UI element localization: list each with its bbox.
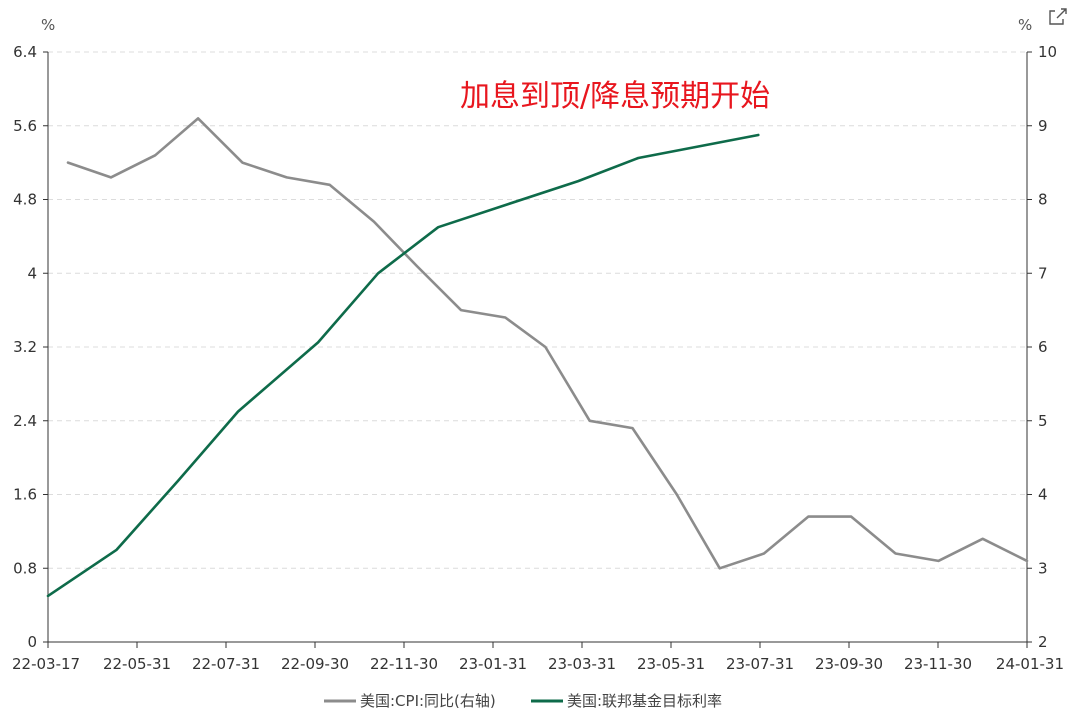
right-axis-tick-label: 7 [1038,264,1048,282]
right-axis-tick-label: 5 [1038,412,1048,430]
x-axis-tick-label: 24-01-31 [996,655,1064,673]
right-axis-tick-label: 3 [1038,559,1048,577]
grid-lines [48,51,1027,569]
annotation-text: 加息到顶/降息预期开始 [460,79,770,114]
left-axis-unit: % [41,16,55,34]
left-axis-tick-label: 5.6 [13,117,37,135]
series-lines [46,117,1029,598]
left-axis-tick-label: 3.2 [13,338,37,356]
right-axis-tick-label: 8 [1038,191,1048,209]
external-link-icon[interactable] [1048,7,1068,27]
x-axis-tick-label: 22-07-31 [192,655,260,673]
x-axis-tick-label: 23-11-30 [904,655,972,673]
x-axis-tick-label: 22-03-17 [12,655,80,673]
x-axis-tick-label: 23-07-31 [726,655,794,673]
x-axis-tick-label: 23-09-30 [815,655,883,673]
left-axis-tick-label: 4.8 [13,191,37,209]
axes [43,51,1032,648]
left-axis-tick-label: 1.6 [13,486,37,504]
right-axis-tick-label: 2 [1038,633,1048,651]
legend-label-fed-rate: 美国:联邦基金目标利率 [567,692,722,710]
legend-item-cpi[interactable]: 美国:CPI:同比(右轴) [324,692,496,710]
left-axis-tick-label: 6.4 [13,43,37,61]
right-axis-unit: % [1018,16,1032,34]
x-axis-tick-label: 23-05-31 [637,655,705,673]
left-axis-tick-label: 0.8 [13,559,37,577]
x-axis-tick-label: 22-09-30 [281,655,349,673]
right-axis-tick-label: 9 [1038,117,1048,135]
x-axis-tick-label: 22-11-30 [370,655,438,673]
tick-labels: 0 0.8 1.6 2.4 3.2 4 4.8 5.6 6.4 2 3 4 5 6 7 8 9 10 22-03-1… [12,43,1064,673]
right-axis-tick-label: 4 [1038,486,1048,504]
cpi-series-line[interactable] [66,117,1029,570]
left-axis-tick-label: 4 [27,264,37,282]
right-axis-tick-label: 10 [1038,43,1057,61]
left-axis-tick-label: 2.4 [13,412,37,430]
x-axis-tick-label: 23-01-31 [459,655,527,673]
right-axis-tick-label: 6 [1038,338,1048,356]
legend: 美国:CPI:同比(右轴) 美国:联邦基金目标利率 [324,692,722,710]
x-axis-tick-label: 23-03-31 [548,655,616,673]
legend-item-fed-rate[interactable]: 美国:联邦基金目标利率 [531,692,722,710]
left-axis-tick-label: 0 [27,633,37,651]
x-axis-tick-label: 22-05-31 [103,655,171,673]
fed-rate-series-line[interactable] [46,133,760,598]
legend-label-cpi: 美国:CPI:同比(右轴) [360,692,496,710]
